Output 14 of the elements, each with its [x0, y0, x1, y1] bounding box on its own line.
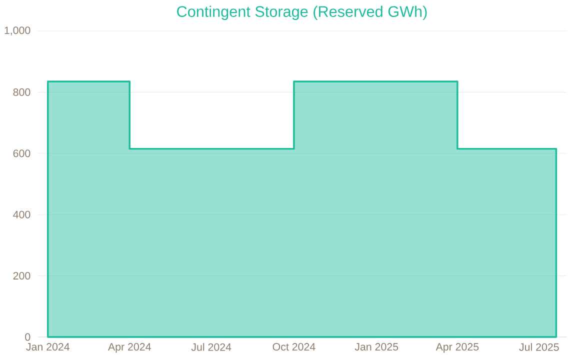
x-tick-label: Jul 2025: [519, 343, 559, 351]
x-tick-label: Apr 2025: [436, 343, 479, 353]
x-tick-label: Jul 2024: [191, 343, 232, 351]
y-tick-label: 0: [25, 333, 30, 341]
y-tick-label: 600: [13, 150, 30, 158]
y-tick-label: 400: [13, 210, 30, 218]
y-tick-label: 200: [13, 272, 30, 280]
x-tick-label: Jan 2025: [354, 343, 398, 351]
chart-title: Contingent Storage (Reserved GWh): [177, 6, 427, 20]
y-tick-label: 800: [13, 88, 30, 96]
x-tick-label: Oct 2024: [272, 343, 316, 351]
y-tick-label: 1,000: [4, 26, 30, 36]
x-tick-label: Jan 2024: [26, 343, 70, 351]
x-tick-label: Apr 2024: [108, 343, 151, 353]
